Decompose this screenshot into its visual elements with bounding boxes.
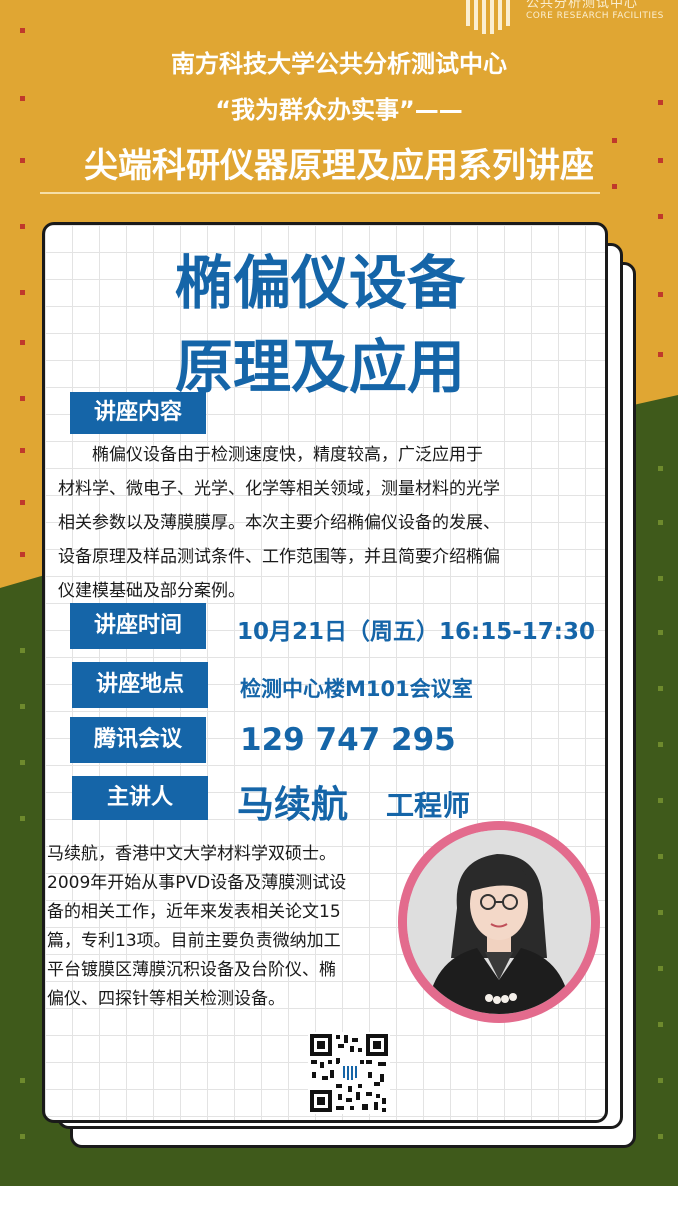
speaker-title: 工程师	[386, 789, 471, 822]
qr-code[interactable]	[308, 1032, 390, 1114]
speaker-portrait-icon	[407, 830, 591, 1014]
time-label: 讲座时间	[70, 603, 206, 649]
header-divider	[40, 192, 600, 194]
header-slogan: “我为群众办实事”——	[215, 96, 463, 124]
bio-line: 2009年开始从事PVD设备及薄膜测试设	[47, 873, 347, 893]
bio-line: 篇，专利13项。目前主要负责微纳加工	[47, 931, 341, 951]
description-line: 仪建模基础及部分案例。	[58, 581, 245, 601]
lecture-title-line2: 原理及应用	[174, 333, 465, 401]
description-line: 材料学、微电子、光学、化学等相关领域，测量材料的光学	[58, 479, 500, 499]
bio-line: 平台镀膜区薄膜沉积设备及台阶仪、椭	[47, 960, 336, 980]
speaker-photo	[407, 830, 591, 1014]
description-line: 设备原理及样品测试条件、工作范围等，并且简要介绍椭偏	[58, 547, 500, 567]
poster: 公共分析测试中心 CORE RESEARCH FACILITIES 南方科技大学…	[0, 0, 678, 1186]
description-line: 相关参数以及薄膜膜厚。本次主要介绍椭偏仪设备的发展、	[58, 513, 500, 533]
content-label: 讲座内容	[70, 392, 206, 434]
bio-line: 偏仪、四探针等相关检测设备。	[47, 989, 285, 1009]
logo-bars-icon	[466, 0, 510, 34]
speaker-label: 主讲人	[72, 776, 208, 820]
header-institution: 南方科技大学公共分析测试中心	[171, 50, 507, 78]
meeting-id: 129 747 295	[240, 722, 456, 758]
logo-name-cn: 公共分析测试中心	[526, 0, 639, 11]
speaker-name: 马续航	[237, 783, 348, 826]
lecture-title-line1: 椭偏仪设备	[174, 249, 465, 317]
lecture-description: 椭偏仪设备由于检测速度快，精度较高，广泛应用于 材料学、微电子、光学、化学等相关…	[58, 438, 588, 608]
place-label: 讲座地点	[72, 662, 208, 708]
logo-name-en: CORE RESEARCH FACILITIES	[526, 11, 664, 21]
description-line: 椭偏仪设备由于检测速度快，精度较高，广泛应用于	[58, 445, 483, 465]
meeting-label: 腾讯会议	[70, 717, 206, 763]
center-logo: 公共分析测试中心 CORE RESEARCH FACILITIES	[458, 0, 678, 36]
bio-line: 备的相关工作，近年来发表相关论文15	[47, 902, 341, 922]
speaker-bio: 马续航，香港中文大学材料学双硕士。 2009年开始从事PVD设备及薄膜测试设 备…	[47, 840, 346, 1014]
place-value: 检测中心楼M101会议室	[240, 677, 473, 701]
qr-code-icon	[308, 1032, 390, 1114]
header-series-title: 尖端科研仪器原理及应用系列讲座	[84, 146, 594, 186]
time-value: 10月21日（周五）16:15-17:30	[237, 619, 595, 645]
bio-line: 马续航，香港中文大学材料学双硕士。	[47, 844, 336, 864]
paper-sheet-front: 椭偏仪设备 原理及应用 讲座内容 椭偏仪设备由于检测速度快，精度较高，广泛应用于…	[42, 222, 608, 1123]
